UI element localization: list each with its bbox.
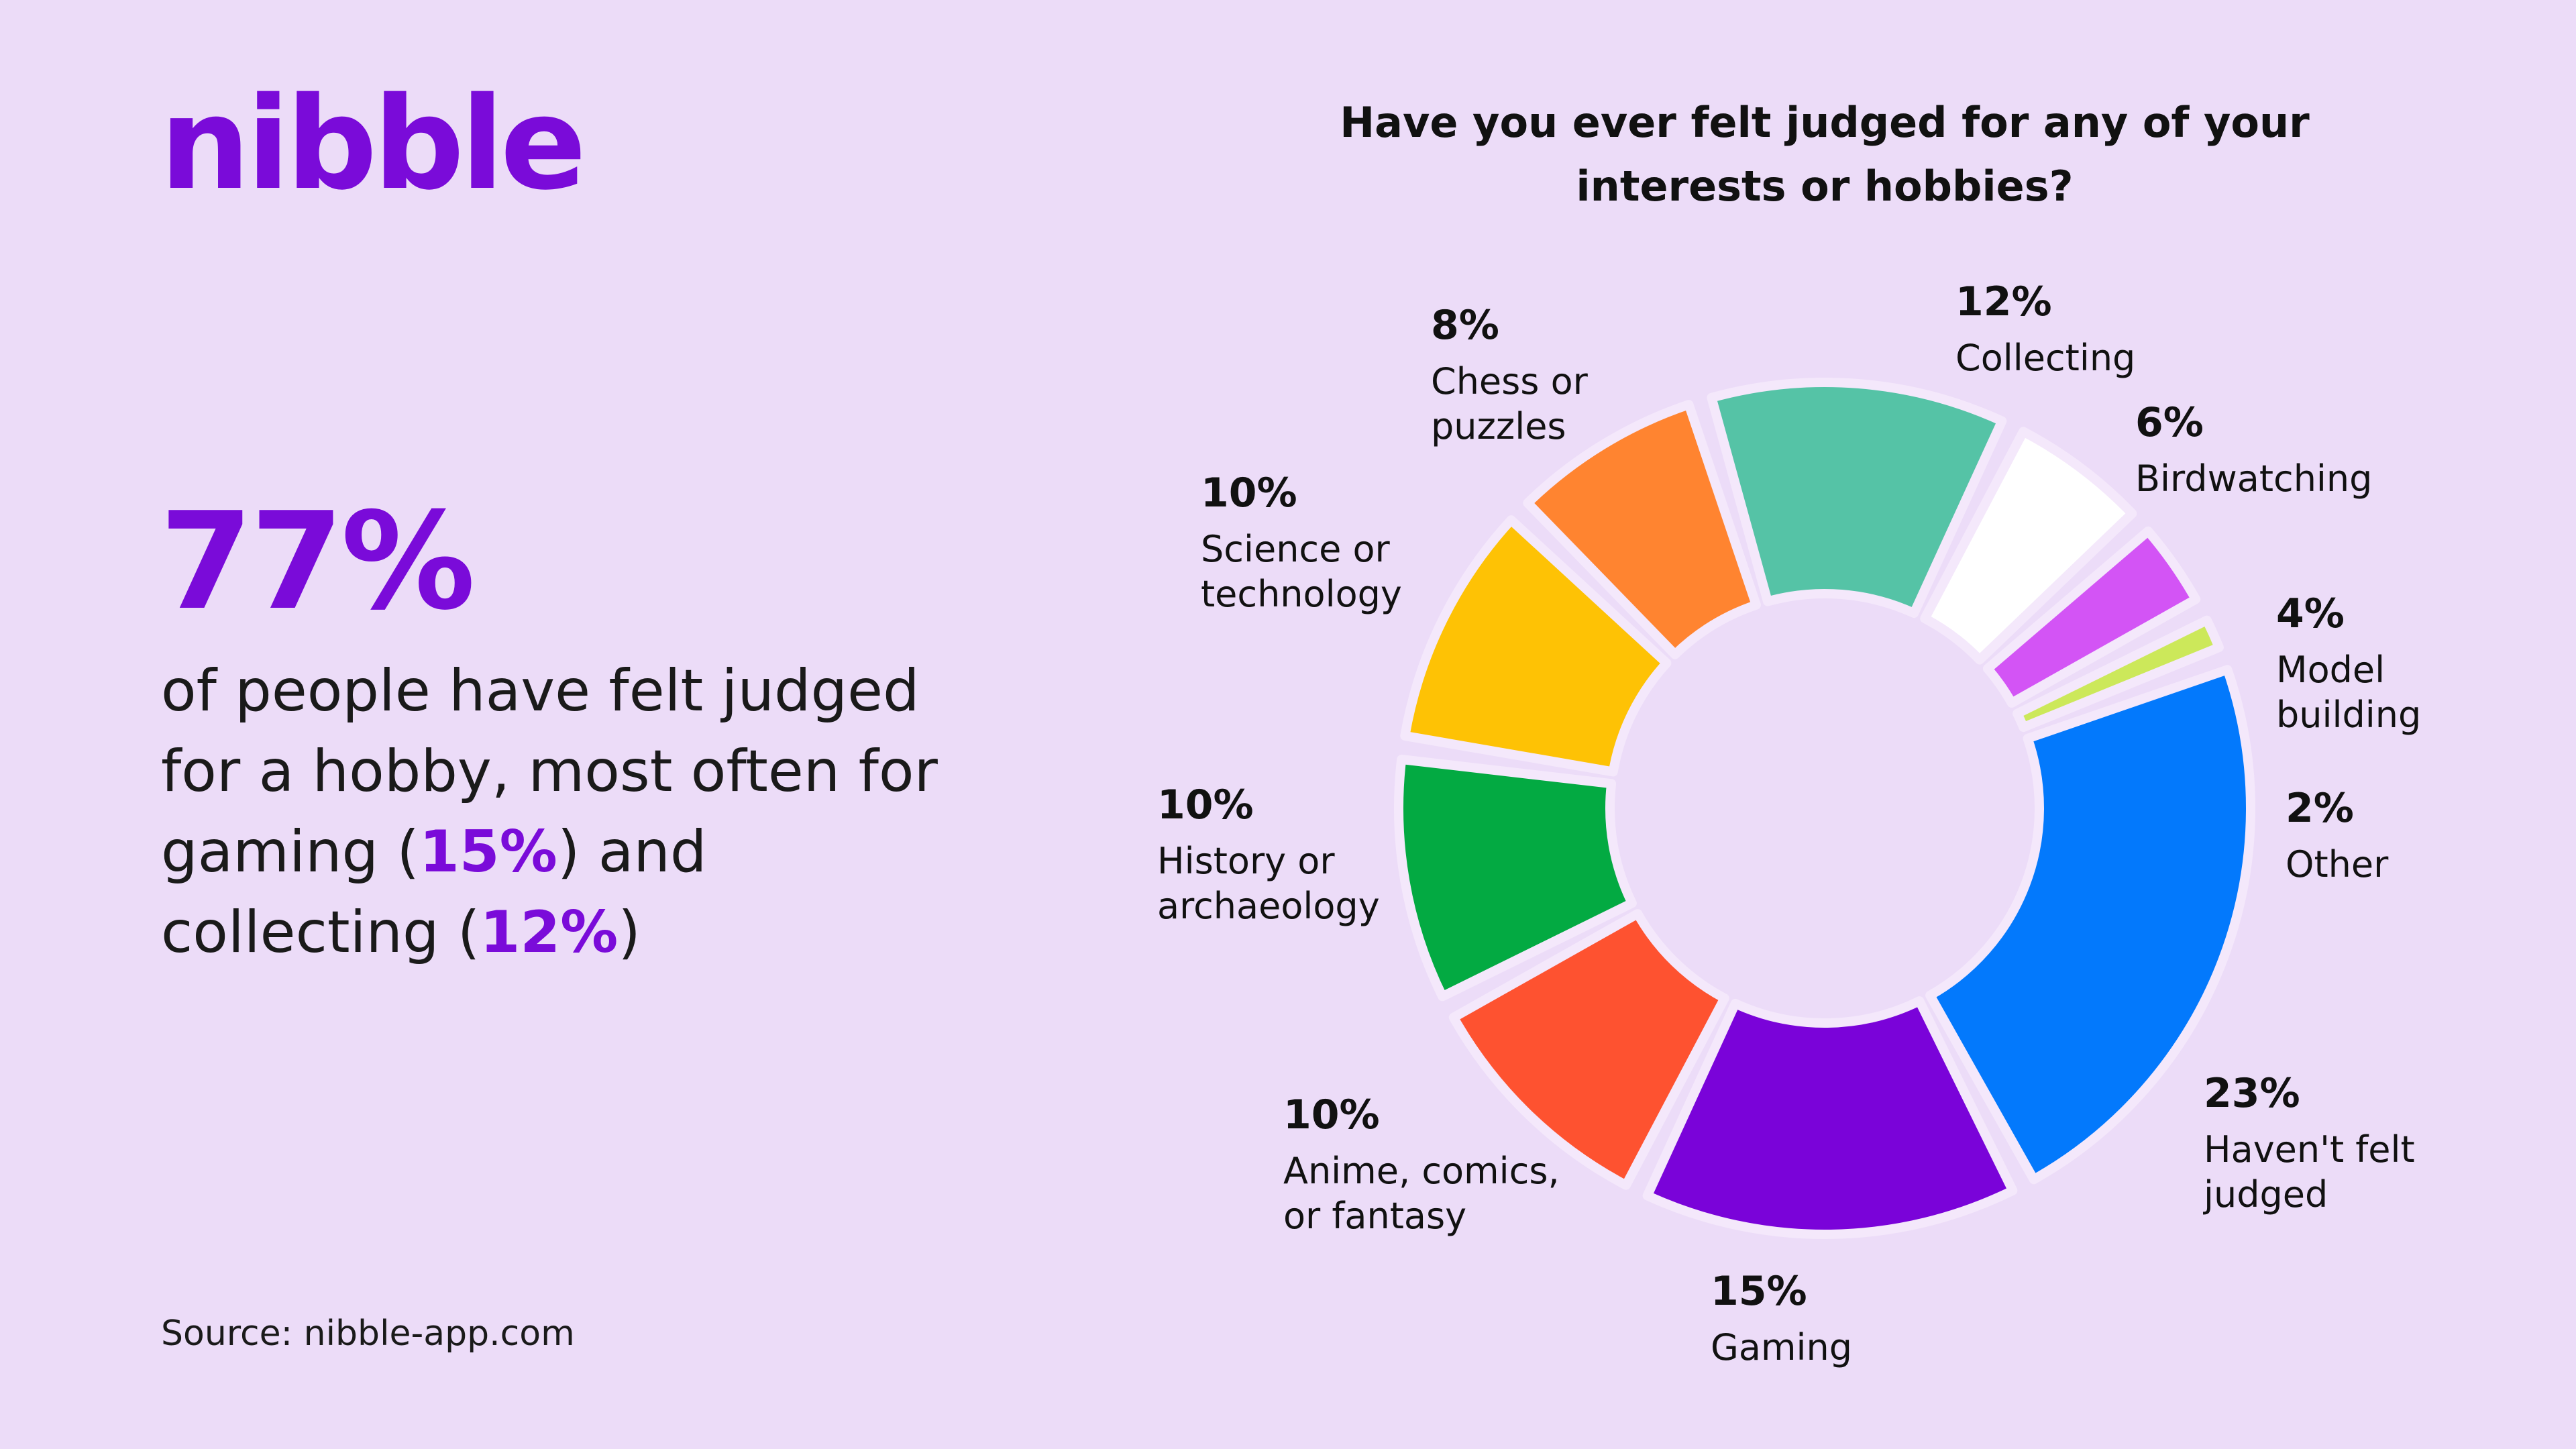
slice-haven-t-felt-judged (1925, 665, 2255, 1185)
slice-category-label: Gaming (1711, 1326, 1852, 1368)
slice-category-label: or fantasy (1283, 1195, 1466, 1237)
slice-model-building (1982, 526, 2201, 708)
slice-gaming (1642, 996, 2018, 1239)
slice-category-label: Birdwatching (2135, 458, 2372, 500)
label-anime-comics-or-fantasy: 10% Anime, comics,or fantasy (1283, 1091, 1560, 1237)
slice-category-label: Science or (1201, 528, 1391, 570)
slice-value-label: 10% (1283, 1091, 1380, 1138)
label-collecting: 12% Collecting (1955, 278, 2135, 379)
slice-category-label: puzzles (1431, 405, 1566, 447)
slice-category-label: archaeology (1157, 885, 1380, 927)
headline-description: of people have felt judged for a hobby, … (161, 651, 966, 973)
slice-chess-or-puzzles (1523, 400, 1761, 659)
headline-stat: 77% (160, 484, 476, 640)
slice-value-label: 10% (1201, 470, 1297, 517)
slice-other (2012, 615, 2224, 733)
slice-category-label: Model (2276, 649, 2385, 691)
slice-anime-comics-or-fantasy (1448, 909, 1729, 1190)
slice-value-label: 10% (1157, 782, 1254, 828)
nibble-logo: nibble (160, 70, 586, 218)
slice-value-label: 12% (1955, 278, 2052, 325)
slice-collecting (1707, 378, 2007, 619)
source-note: Source: nibble-app.com (161, 1313, 575, 1354)
slice-category-label: Haven't felt (2204, 1128, 2415, 1171)
slice-category-label: Anime, comics, (1283, 1150, 1560, 1192)
label-birdwatching: 6% Birdwatching (2135, 399, 2372, 500)
slice-category-label: judged (2203, 1173, 2328, 1216)
slice-value-label: 8% (1431, 302, 1499, 349)
slice-category-label: technology (1201, 573, 1402, 615)
desc-text-3: ) (618, 899, 641, 966)
gaming-highlight: 15% (419, 818, 557, 885)
slice-value-label: 23% (2204, 1070, 2300, 1117)
desc-text-1: of people have felt judged for a hobby, … (161, 657, 938, 885)
slice-value-label: 2% (2286, 785, 2354, 832)
collecting-highlight: 12% (480, 899, 619, 966)
slice-category-label: Chess or (1431, 360, 1589, 402)
desc-text-2: ) and collecting ( (161, 818, 707, 966)
slice-history-or-archaeology (1394, 755, 1637, 1002)
slice-category-label: Collecting (1955, 337, 2135, 379)
slice-birdwatching (1920, 427, 2137, 665)
slice-category-label: History or (1157, 840, 1335, 882)
slice-value-label: 6% (2135, 399, 2204, 446)
slice-category-label: building (2276, 694, 2421, 736)
slice-value-label: 4% (2276, 590, 2345, 637)
slice-science-or-technology (1400, 515, 1672, 777)
slice-value-label: 15% (1711, 1268, 1807, 1315)
chart-title: Have you ever felt judged for any of you… (1340, 98, 2310, 211)
label-other: 2% Other (2286, 785, 2389, 885)
slice-category-label: Other (2286, 843, 2389, 885)
label-gaming: 15% Gaming (1711, 1268, 1852, 1368)
